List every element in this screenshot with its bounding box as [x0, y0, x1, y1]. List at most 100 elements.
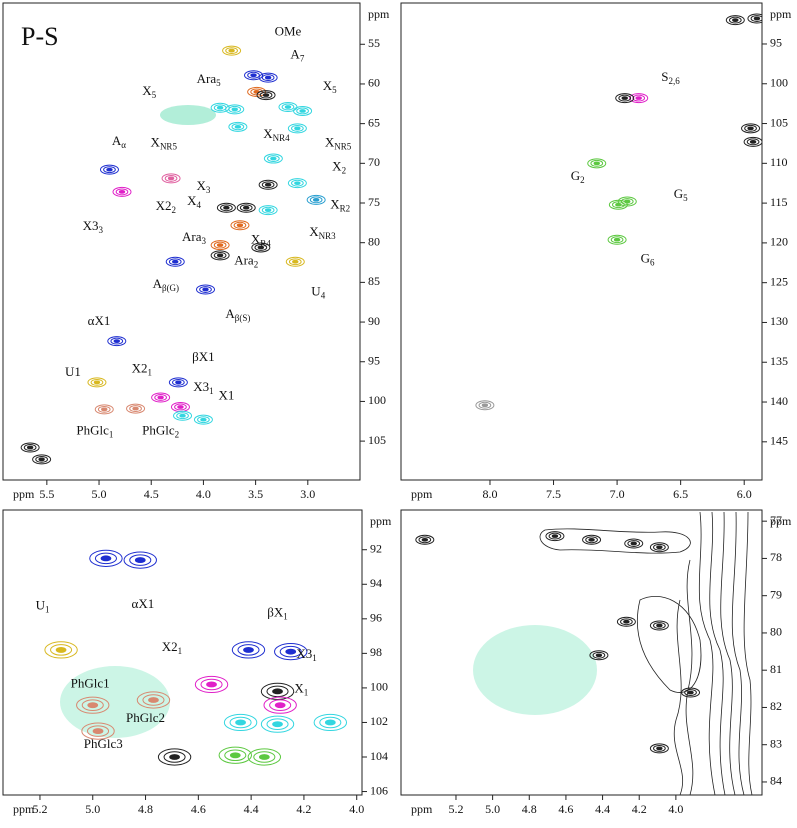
- contour: [157, 748, 192, 766]
- contour: [224, 749, 247, 762]
- label-text: X: [151, 134, 161, 149]
- label-text: X3: [193, 379, 209, 394]
- x-axis-label: ppm: [411, 487, 433, 501]
- y-tick-label: 77: [770, 513, 782, 527]
- label-text: PhGlc: [76, 423, 109, 438]
- contour: [588, 537, 595, 542]
- contour: [263, 153, 283, 164]
- y-tick-label: 81: [770, 662, 782, 676]
- contour: [89, 549, 123, 567]
- label-text: αX1: [132, 596, 155, 611]
- contour: [267, 155, 280, 162]
- cross-peak: [210, 250, 230, 261]
- contour: [251, 242, 271, 253]
- contour: [585, 536, 598, 544]
- contour: [629, 93, 649, 104]
- cross-peak: [747, 13, 762, 24]
- contour: [23, 444, 37, 451]
- cross-peak: [263, 696, 297, 714]
- peak-label: PhGlc2: [142, 423, 179, 440]
- y-tick-label: 85: [368, 274, 380, 288]
- peak-label: PhGlc2: [126, 710, 165, 725]
- contour: [173, 410, 193, 421]
- peak-label: XNR5: [151, 134, 178, 151]
- y-axis-label: ppm: [770, 7, 792, 21]
- contour: [258, 72, 278, 83]
- cross-peak: [44, 641, 78, 659]
- cross-peak: [123, 551, 157, 569]
- y-tick-label: 105: [770, 115, 788, 129]
- peak-label: X22: [156, 198, 176, 215]
- peak-label: αX1: [132, 596, 155, 611]
- contour: [32, 454, 52, 465]
- contour: [258, 754, 270, 760]
- contour: [168, 377, 188, 388]
- label-subscript: 1: [304, 688, 309, 698]
- x-tick-label: 5.5: [39, 487, 54, 501]
- label-subscript: 1: [312, 653, 317, 663]
- contour: [261, 74, 275, 82]
- x-tick-label: 4.8: [138, 802, 153, 816]
- contour: [148, 697, 159, 703]
- y-tick-label: 106: [370, 783, 388, 797]
- contour: [539, 528, 691, 554]
- contour: [623, 619, 630, 624]
- contour: [234, 124, 242, 129]
- contour: [481, 403, 489, 408]
- x-tick-label: 4.4: [595, 802, 610, 816]
- peak-label: XR2: [330, 196, 350, 213]
- cross-peak: [210, 240, 230, 251]
- contour: [287, 178, 307, 189]
- cross-peak: [193, 414, 213, 425]
- y-tick-label: 83: [770, 736, 782, 750]
- label-text: βX1: [192, 349, 215, 364]
- cross-peak: [126, 403, 146, 414]
- y-tick-label: 120: [770, 235, 788, 249]
- contour: [256, 90, 276, 101]
- cross-peak: [582, 534, 602, 545]
- contour: [233, 221, 247, 229]
- contour: [620, 198, 634, 205]
- cross-peak: [258, 72, 278, 83]
- contour: [627, 540, 641, 547]
- peak-label: XNR3: [309, 224, 336, 241]
- contour: [681, 687, 701, 698]
- y-tick-label: 145: [770, 434, 788, 448]
- contour: [624, 199, 631, 204]
- contour: [237, 644, 260, 656]
- x-tick-label: 6.5: [673, 487, 688, 501]
- x-tick-label: 3.0: [300, 487, 315, 501]
- label-text: X: [332, 158, 342, 173]
- label-subscript: 4: [196, 200, 201, 210]
- peak-label: X33: [83, 218, 104, 235]
- contour: [266, 685, 289, 698]
- cross-peak: [99, 164, 119, 175]
- contour: [228, 48, 235, 53]
- contour: [254, 244, 268, 251]
- panel-frame: [400, 2, 763, 481]
- contour: [132, 406, 139, 411]
- contour: [728, 16, 742, 24]
- y-axis-label: ppm: [368, 7, 390, 21]
- label-text: A: [153, 276, 163, 291]
- y-tick-label: 90: [368, 314, 380, 328]
- y-tick-label: 100: [770, 76, 788, 90]
- contour: [260, 715, 295, 733]
- label-subscript: 7: [300, 53, 305, 63]
- contour: [101, 407, 108, 412]
- contour: [306, 194, 326, 205]
- contour: [743, 511, 753, 796]
- contour: [279, 645, 302, 658]
- contour: [281, 103, 295, 111]
- contour: [20, 442, 40, 453]
- cross-peak: [607, 234, 627, 245]
- label-subscript: 2: [580, 175, 585, 185]
- panel-frame: [400, 509, 763, 796]
- cross-peak: [545, 531, 565, 542]
- contour: [210, 250, 230, 261]
- contour: [218, 746, 252, 764]
- peak-label: Aα: [112, 133, 126, 150]
- highlight-region: [160, 105, 216, 125]
- cross-peak: [475, 400, 495, 411]
